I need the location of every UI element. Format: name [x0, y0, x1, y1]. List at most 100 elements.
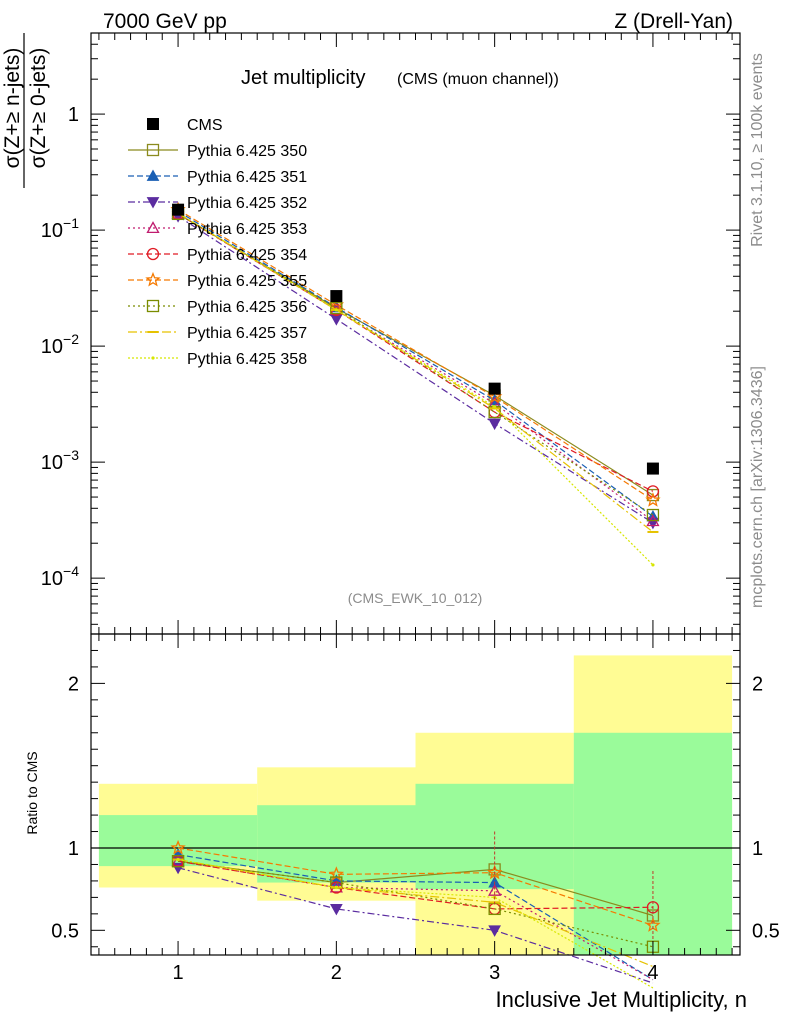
legend-label: Pythia 6.425 352	[187, 195, 307, 212]
legend-item: Pythia 6.425 358	[128, 351, 307, 368]
ratio-y-tick-label-right: 0.5	[752, 920, 780, 942]
ratio-point	[171, 854, 185, 867]
series-line	[177, 210, 654, 517]
legend-item: Pythia 6.425 356	[128, 299, 307, 316]
y-tick-label: 10−2	[41, 331, 79, 358]
y-tick-label: 10−3	[41, 447, 79, 474]
marker-triangle	[146, 221, 160, 234]
band-inner	[257, 805, 416, 883]
ratio-point	[176, 857, 180, 862]
series-point	[646, 508, 660, 522]
y-tick-label: 1	[68, 104, 79, 126]
legend-item: Pythia 6.425 354	[128, 247, 307, 264]
ratio-y-tick-label-right: 2	[752, 673, 763, 695]
legend-label: Pythia 6.425 358	[187, 351, 307, 368]
legend-label: Pythia 6.425 356	[187, 299, 307, 316]
legend-label: Pythia 6.425 353	[187, 221, 307, 238]
legend-marker	[146, 169, 160, 181]
chart-subtitle: (CMS (muon channel))	[397, 71, 559, 88]
ratio-point	[486, 864, 503, 880]
data-point	[330, 290, 343, 303]
legend-label: Pythia 6.425 355	[187, 273, 307, 290]
data-point	[488, 382, 501, 395]
x-tick-label: 2	[331, 962, 342, 984]
series-line	[177, 212, 654, 566]
series-point	[646, 485, 660, 498]
data-points	[172, 203, 659, 475]
legend-marker	[146, 221, 160, 234]
ratio-point	[334, 885, 338, 890]
ylabel-numerator: σ(Z+≥ n-jets)	[1, 48, 24, 169]
main-panel: 10−4 10−3 10−2 10−1 1	[41, 32, 741, 635]
ratio-point	[170, 839, 186, 855]
marker-dot	[334, 308, 338, 312]
series-point	[651, 563, 655, 567]
marker-square	[646, 909, 660, 922]
marker-dot	[151, 356, 155, 360]
marker-dot	[334, 885, 338, 890]
x-tick-label: 1	[172, 962, 183, 984]
legend-item: Pythia 6.425 352	[128, 195, 307, 212]
marker-triangle	[171, 854, 185, 867]
marker-dot	[651, 563, 655, 567]
x-tick-label: 4	[647, 962, 658, 984]
ratio-y-tick-label: 1	[68, 838, 79, 860]
ratio-line	[177, 860, 654, 917]
marker-square	[171, 855, 185, 868]
chart-title: Jet multiplicity	[241, 67, 365, 89]
marker-square	[172, 203, 185, 216]
ratio-line	[177, 853, 654, 981]
series-line	[177, 209, 654, 501]
marker-square	[488, 382, 501, 395]
legend-item: CMS	[147, 117, 223, 134]
x-tick-label: 3	[489, 962, 500, 984]
ratio-line	[177, 858, 654, 989]
marker-star	[486, 388, 503, 404]
marker-square	[330, 290, 343, 303]
legend-marker	[146, 247, 160, 261]
series-main-8	[176, 211, 655, 567]
ratio-point	[646, 909, 660, 922]
analysis-tag: (CMS_EWK_10_012)	[348, 590, 483, 606]
legend-label: CMS	[187, 117, 223, 134]
legend-marker	[146, 299, 160, 313]
ratio-line	[177, 860, 654, 981]
series-point	[334, 308, 338, 312]
ratio-panel: 0.5 0.5 1 1 2 2 1 2 3 4	[51, 633, 780, 989]
marker-star	[486, 864, 503, 880]
ratio-line	[177, 860, 653, 910]
series-point	[646, 488, 660, 502]
legend: CMS Pythia 6.425 350 Pythia 6.425 351 Pythi…	[128, 117, 307, 368]
legend-marker	[146, 143, 160, 157]
marker-triangle	[146, 197, 160, 209]
ratio-y-tick-label: 2	[68, 673, 79, 695]
ratio-line	[177, 847, 654, 926]
mcplots-label: mcplots.cern.ch [arXiv:1306.3436]	[749, 366, 766, 608]
legend-marker	[151, 356, 155, 360]
series-point	[330, 314, 343, 326]
marker-triangle	[488, 418, 501, 431]
marker-square	[646, 488, 660, 502]
series-line	[177, 215, 654, 524]
marker-triangle	[330, 904, 343, 916]
marker-circle	[646, 485, 660, 498]
ratio-line	[177, 860, 654, 948]
data-point	[646, 462, 659, 475]
legend-label: Pythia 6.425 354	[187, 247, 307, 264]
y-tick-label: 10−4	[41, 563, 79, 590]
legend-item: Pythia 6.425 353	[128, 221, 307, 238]
marker-triangle	[146, 169, 160, 181]
marker-triangle	[330, 314, 343, 326]
y-tick-label: 10−1	[41, 215, 79, 242]
x-axis-label: Inclusive Jet Multiplicity, n	[496, 987, 747, 1012]
rivet-label: Rivet 3.1.10, ≥ 100k events	[749, 53, 766, 247]
main-ylabel: σ(Z+≥ n-jets) σ(Z+≥ 0-jets)	[1, 33, 50, 188]
series-ratio-2	[171, 862, 654, 984]
series-point	[486, 388, 503, 404]
legend-item: Pythia 6.425 357	[128, 325, 307, 342]
process-label: Z (Drell-Yan)	[614, 10, 733, 33]
energy-label: 7000 GeV pp	[103, 10, 227, 33]
marker-square	[646, 508, 660, 522]
marker-circle	[146, 247, 160, 261]
